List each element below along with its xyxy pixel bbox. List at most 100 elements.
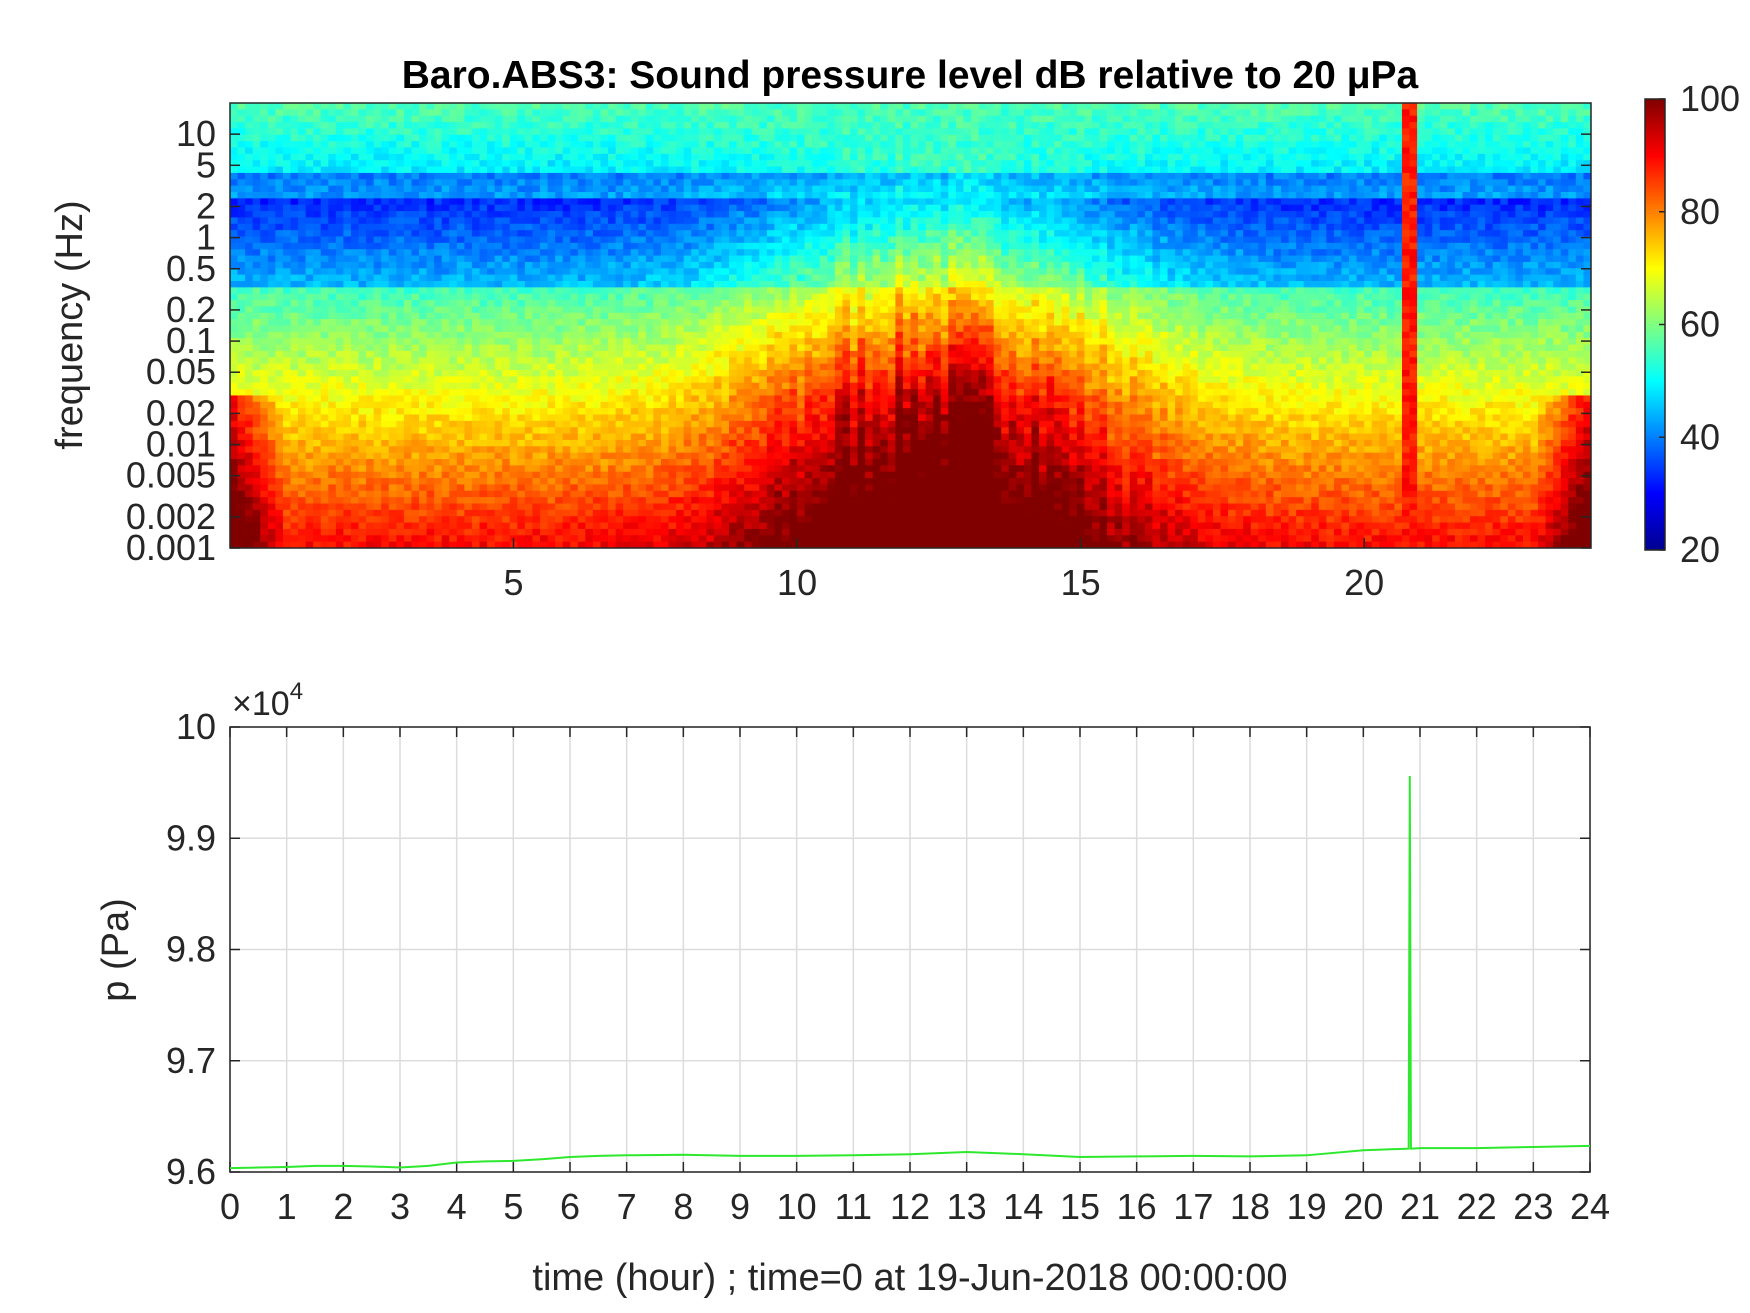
- heatmap-cell: [411, 420, 420, 428]
- heatmap-cell: [237, 160, 246, 168]
- heatmap-cell: [373, 370, 382, 377]
- heatmap-cell: [600, 522, 609, 530]
- heatmap-cell: [736, 153, 745, 161]
- heatmap-cell: [411, 122, 420, 130]
- heatmap-cell: [759, 147, 768, 155]
- heatmap-cell: [298, 503, 307, 511]
- heatmap-cell: [237, 446, 246, 454]
- heatmap-cell: [517, 230, 526, 238]
- heatmap-cell: [713, 446, 723, 454]
- heatmap-cell: [479, 478, 488, 486]
- heatmap-cell: [237, 230, 246, 238]
- heatmap-cell: [532, 306, 541, 314]
- heatmap-cell: [441, 115, 450, 123]
- heatmap-cell: [350, 217, 360, 225]
- heatmap-cell: [230, 516, 239, 524]
- heatmap-cell: [744, 236, 753, 244]
- heatmap-cell: [615, 401, 624, 409]
- heatmap-cell: [245, 103, 254, 110]
- heatmap-cell: [751, 452, 760, 460]
- heatmap-cell: [381, 401, 390, 409]
- heatmap-cell: [668, 503, 677, 511]
- heatmap-cell: [585, 293, 594, 301]
- heatmap-cell: [237, 478, 246, 486]
- heatmap-cell: [305, 471, 314, 479]
- heatmap-cell: [335, 141, 345, 149]
- heatmap-cell: [298, 325, 307, 333]
- heatmap-cell: [388, 414, 397, 422]
- heatmap-cell: [645, 166, 655, 174]
- heatmap-cell: [350, 300, 360, 308]
- heatmap-cell: [706, 198, 715, 206]
- heatmap-cell: [524, 420, 534, 428]
- heatmap-cell: [464, 389, 473, 397]
- heatmap-cell: [237, 198, 246, 206]
- heatmap-cell: [441, 287, 450, 295]
- heatmap-cell: [713, 478, 723, 486]
- heatmap-cell: [585, 128, 594, 136]
- heatmap-cell: [608, 509, 617, 517]
- heatmap-cell: [668, 471, 677, 479]
- heatmap-cell: [305, 153, 314, 161]
- heatmap-cell: [721, 268, 730, 276]
- heatmap-cell: [615, 484, 624, 492]
- heatmap-cell: [577, 319, 586, 327]
- heatmap-cell: [230, 160, 239, 168]
- heatmap-cell: [328, 128, 337, 136]
- heatmap-cell: [230, 312, 239, 320]
- heatmap-cell: [691, 497, 700, 505]
- heatmap-cell: [630, 389, 639, 397]
- heatmap-cell: [615, 223, 624, 231]
- heatmap-cell: [320, 414, 329, 422]
- heatmap-cell: [630, 128, 639, 136]
- heatmap-cell: [638, 516, 647, 524]
- heatmap-cell: [230, 484, 239, 492]
- heatmap-cell: [676, 268, 685, 276]
- heatmap-cell: [298, 395, 307, 403]
- heatmap-cell: [275, 223, 284, 231]
- heatmap-cell: [419, 535, 428, 543]
- heatmap-cell: [638, 490, 647, 498]
- heatmap-cell: [456, 395, 465, 403]
- heatmap-cell: [653, 414, 662, 422]
- heatmap-cell: [509, 389, 518, 397]
- heatmap-cell: [638, 528, 647, 536]
- heatmap-cell: [540, 261, 549, 269]
- heatmap-cell: [691, 376, 700, 384]
- heatmap-cell: [419, 217, 428, 225]
- heatmap-cell: [608, 446, 617, 454]
- heatmap-cell: [524, 497, 534, 505]
- heatmap-cell: [608, 389, 617, 397]
- heatmap-cell: [237, 109, 246, 117]
- heatmap-cell: [350, 160, 360, 168]
- heatmap-cell: [320, 185, 329, 193]
- heatmap-cell: [441, 452, 450, 460]
- heatmap-cell: [653, 268, 662, 276]
- heatmap-cell: [645, 122, 655, 130]
- heatmap-cell: [706, 408, 715, 416]
- heatmap-cell: [706, 230, 715, 238]
- heatmap-cell: [759, 204, 768, 212]
- heatmap-cell: [683, 223, 692, 231]
- heatmap-cell: [237, 331, 246, 339]
- heatmap-cell: [721, 192, 730, 199]
- heatmap-cell: [736, 172, 745, 180]
- heatmap-cell: [638, 293, 647, 301]
- heatmap-cell: [260, 109, 269, 117]
- heatmap-cell: [471, 363, 481, 371]
- heatmap-cell: [350, 134, 360, 142]
- heatmap-cell: [403, 223, 413, 231]
- heatmap-cell: [615, 255, 624, 263]
- heatmap-cell: [252, 420, 261, 428]
- heatmap-cell: [298, 179, 307, 187]
- heatmap-cell: [608, 414, 617, 422]
- heatmap-cell: [396, 535, 405, 543]
- heatmap-cell: [736, 281, 745, 288]
- heatmap-cell: [660, 281, 670, 288]
- heatmap-cell: [691, 465, 700, 473]
- heatmap-cell: [615, 306, 624, 314]
- heatmap-cell: [366, 439, 375, 447]
- heatmap-cell: [547, 115, 556, 123]
- heatmap-cell: [562, 338, 571, 346]
- heatmap-cell: [615, 192, 624, 199]
